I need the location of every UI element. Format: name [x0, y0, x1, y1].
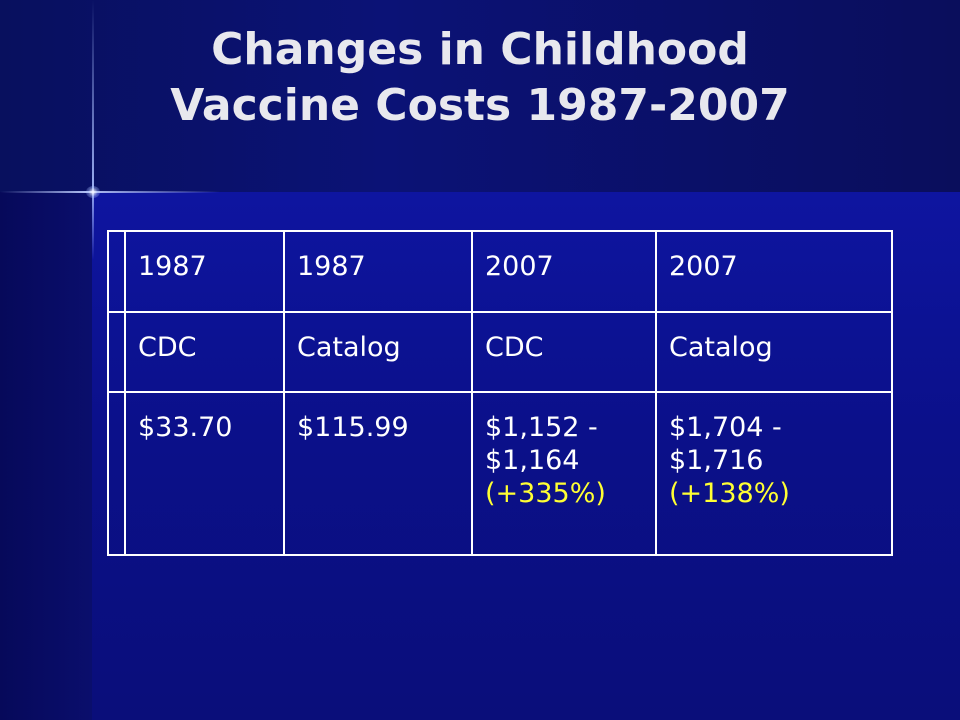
cost-range-start: $1,704 - — [669, 412, 782, 443]
sparkle-vertical — [92, 0, 94, 260]
cost-cell: $1,152 - $1,164 (+335%) — [471, 391, 657, 556]
table-row-costs: $33.70 $115.99 $1,152 - $1,164 (+335%) $… — [107, 391, 893, 556]
table-gap-cell — [107, 391, 126, 556]
cost-change-percent: (+335%) — [485, 478, 606, 509]
title-band — [0, 0, 960, 192]
source-cell: CDC — [471, 311, 657, 393]
source-cell: Catalog — [283, 311, 473, 393]
sparkle-horizontal — [0, 191, 220, 193]
vaccine-cost-table: 1987 1987 2007 2007 CDC Catalog CDC Cata… — [107, 230, 893, 556]
cost-value: $33.70 — [138, 412, 233, 443]
source-cell: Catalog — [655, 311, 893, 393]
left-band — [0, 192, 92, 720]
year-cell: 2007 — [471, 230, 657, 313]
table-gap-cell — [107, 311, 126, 393]
cost-value: $115.99 — [297, 412, 409, 443]
cost-range-end: $1,716 — [669, 445, 764, 476]
table-row-sources: CDC Catalog CDC Catalog — [107, 311, 893, 393]
table-gap-cell — [107, 230, 126, 313]
year-cell: 1987 — [283, 230, 473, 313]
sparkle-icon — [86, 186, 100, 198]
cost-change-percent: (+138%) — [669, 478, 790, 509]
title-line-1: Changes in Childhood — [211, 24, 749, 75]
cost-range-end: $1,164 — [485, 445, 580, 476]
slide-title: Changes in Childhood Vaccine Costs 1987-… — [0, 22, 960, 134]
cost-cell: $115.99 — [283, 391, 473, 556]
cost-cell: $33.70 — [124, 391, 285, 556]
cost-range-start: $1,152 - — [485, 412, 598, 443]
year-cell: 1987 — [124, 230, 285, 313]
table-row-years: 1987 1987 2007 2007 — [107, 230, 893, 313]
source-cell: CDC — [124, 311, 285, 393]
cost-cell: $1,704 - $1,716 (+138%) — [655, 391, 893, 556]
year-cell: 2007 — [655, 230, 893, 313]
title-line-2: Vaccine Costs 1987-2007 — [170, 80, 790, 131]
